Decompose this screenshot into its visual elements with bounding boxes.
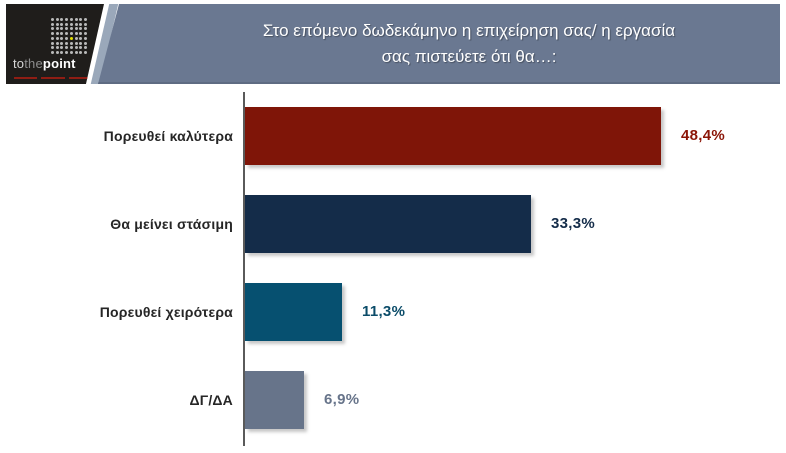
logo-dot — [55, 32, 59, 36]
logo-dot — [84, 36, 88, 40]
logo-dot — [60, 32, 64, 36]
logo-dot — [74, 36, 78, 40]
logo-dot — [65, 41, 69, 45]
logo-dot — [74, 27, 78, 31]
logo-dot — [55, 22, 59, 26]
logo-dot — [69, 17, 73, 21]
logo-dot — [60, 41, 64, 45]
value-label: 6,9% — [324, 391, 360, 408]
logo-dot — [65, 27, 69, 31]
logo-dot — [55, 51, 59, 55]
logo-dot — [79, 22, 83, 26]
logo-wordmark: tothepoint — [13, 56, 76, 71]
logo-dot — [60, 22, 64, 26]
logo-text-the: the — [24, 56, 43, 71]
logo-dot-grid-icon — [50, 17, 88, 55]
bar — [245, 371, 304, 429]
logo-dot — [84, 41, 88, 45]
logo-dot — [79, 51, 83, 55]
bar-chart: Πορευθεί καλύτερα 48,4% Θα μείνει στάσιμη 3… — [0, 92, 786, 452]
title-line-2: σας πιστεύετε ότι θα…: — [381, 46, 557, 66]
logo-dot — [65, 17, 69, 21]
logo-dot — [74, 22, 78, 26]
logo-dot — [50, 17, 54, 21]
logo-dot — [50, 51, 54, 55]
logo-dot — [50, 41, 54, 45]
logo-dot — [55, 41, 59, 45]
title-line-1: Στο επόμενο δωδεκάμηνο η επιχείρηση σας/… — [262, 21, 676, 40]
logo-dot — [69, 51, 73, 55]
header-band: Στο επόμενο δωδεκάμηνο η επιχείρηση σας/… — [98, 4, 780, 84]
logo-dot — [84, 46, 88, 50]
value-label: 48,4% — [681, 127, 726, 144]
logo-dot — [84, 32, 88, 36]
logo-dot — [65, 32, 69, 36]
logo-dot — [79, 46, 83, 50]
logo-dot — [60, 51, 64, 55]
logo-dot — [60, 27, 64, 31]
logo-dot — [55, 36, 59, 40]
category-label: Θα μείνει στάσιμη — [110, 216, 233, 232]
logo-dot — [84, 17, 88, 21]
logo-dot — [79, 17, 83, 21]
logo-dot — [55, 17, 59, 21]
logo-text-point: point — [42, 56, 76, 71]
logo-dot — [50, 36, 54, 40]
logo-dot — [69, 46, 73, 50]
category-label: Πορευθεί χειρότερα — [99, 304, 233, 320]
logo-dot — [65, 22, 69, 26]
logo-dot — [84, 51, 88, 55]
logo-dot — [74, 41, 78, 45]
logo-dot — [50, 22, 54, 26]
logo-dot — [74, 32, 78, 36]
logo-dot — [69, 32, 73, 36]
logo-dot — [50, 32, 54, 36]
logo-dot — [74, 46, 78, 50]
logo-dot — [60, 36, 64, 40]
logo-dot — [60, 46, 64, 50]
logo-dot — [79, 27, 83, 31]
logo-dot — [60, 17, 64, 21]
category-label: Πορευθεί καλύτερα — [103, 128, 233, 144]
bar — [245, 283, 342, 341]
category-label: ΔΓ/ΔΑ — [189, 392, 233, 408]
logo-dot — [84, 27, 88, 31]
logo-dot — [74, 51, 78, 55]
logo-dot — [65, 46, 69, 50]
logo-dot — [74, 17, 78, 21]
logo-dot — [79, 32, 83, 36]
logo-dot — [65, 36, 69, 40]
logo-dot — [69, 41, 73, 45]
y-axis-line — [243, 92, 245, 446]
bar — [245, 195, 531, 253]
logo-dot — [84, 22, 88, 26]
logo-dot — [79, 41, 83, 45]
value-label: 11,3% — [362, 303, 406, 320]
value-label: 33,3% — [551, 215, 596, 232]
logo-dot — [50, 46, 54, 50]
logo-dot — [55, 27, 59, 31]
logo-dot — [65, 51, 69, 55]
logo-dot — [55, 46, 59, 50]
logo-tagline-marks — [14, 77, 92, 79]
bar — [245, 107, 661, 165]
logo-dot — [69, 27, 73, 31]
logo-dot — [50, 27, 54, 31]
logo-dot — [69, 22, 73, 26]
logo-text-to: to — [13, 56, 25, 71]
logo: tothepoint — [6, 4, 104, 84]
page-title: Στο επόμενο δωδεκάμηνο η επιχείρηση σας/… — [178, 18, 760, 69]
logo-accent-dot — [69, 36, 73, 40]
logo-dot — [79, 36, 83, 40]
